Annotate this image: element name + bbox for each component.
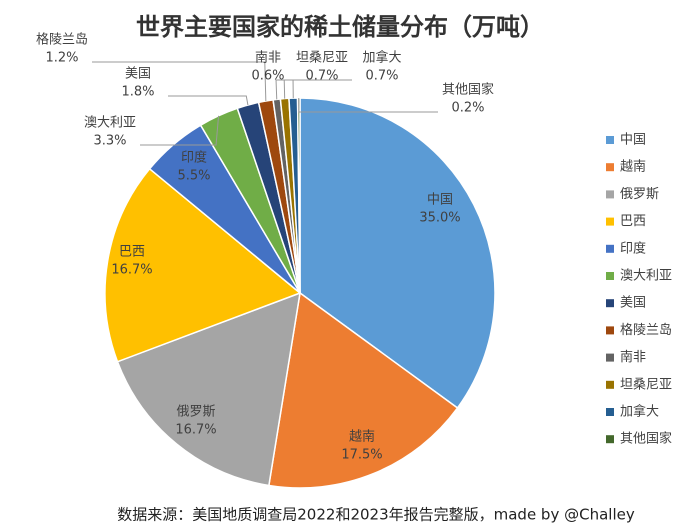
slice-value: 16.7% [111, 263, 152, 278]
legend-swatch [606, 217, 614, 226]
legend-label: 俄罗斯 [620, 187, 659, 202]
slice-value: 1.8% [121, 85, 154, 100]
leader-line [140, 115, 220, 146]
legend-label: 越南 [620, 159, 646, 175]
legend-swatch [606, 190, 614, 199]
slice-value: 16.7% [175, 423, 216, 438]
leader-line [168, 95, 249, 106]
slice-label: 俄罗斯 [176, 405, 215, 420]
legend-swatch [606, 163, 614, 172]
slice-label: 格陵兰岛 [36, 32, 88, 48]
pie-slice [296, 97, 301, 294]
slice-value: 3.3% [93, 134, 126, 149]
leader-line [292, 79, 352, 99]
slice-value: 0.7% [305, 69, 338, 84]
slice-label: 南非 [255, 50, 281, 66]
legend-label: 南非 [620, 349, 646, 365]
legend-label: 中国 [620, 133, 646, 148]
legend-swatch [606, 353, 614, 362]
legend-swatch [606, 435, 614, 444]
legend-swatch [606, 272, 614, 280]
legend-label: 格陵兰岛 [620, 322, 672, 338]
legend-swatch [606, 299, 614, 308]
legend-label: 澳大利亚 [620, 268, 672, 284]
legend-swatch [606, 326, 614, 335]
slice-label: 其他国家 [442, 82, 494, 98]
pie-slice [267, 291, 459, 489]
slice-label: 澳大利亚 [84, 115, 136, 131]
slice-label: 印度 [181, 150, 207, 166]
slice-value: 0.2% [451, 101, 484, 116]
slice-value: 0.7% [365, 69, 398, 84]
leader-line [283, 79, 292, 99]
leader-line [298, 98, 438, 113]
legend-swatch [606, 244, 614, 253]
slice-value: 1.2% [45, 51, 78, 66]
slice-value: 5.5% [177, 169, 210, 184]
pie-slice [299, 97, 496, 410]
slice-value: 0.6% [251, 69, 284, 84]
legend-label: 印度 [620, 240, 646, 256]
pie-slice [116, 291, 301, 487]
legend-label: 其他国家 [620, 431, 672, 447]
slice-value: 17.5% [341, 448, 382, 463]
source-note: 数据来源：美国地质调查局2022和2023年报告完整版，made by @Cha… [117, 506, 635, 524]
chart-title: 世界主要国家的稀土储量分布（万吨） [136, 13, 544, 41]
slice-label: 加拿大 [362, 50, 401, 66]
slice-label: 中国 [427, 193, 453, 208]
slice-value: 35.0% [419, 211, 460, 226]
legend-swatch [606, 380, 614, 389]
slice-label: 坦桑尼亚 [296, 51, 348, 66]
legend-label: 美国 [620, 296, 646, 311]
legend-swatch [606, 408, 614, 416]
legend-label: 加拿大 [620, 404, 659, 420]
slice-label: 越南 [349, 429, 375, 445]
legend-swatch [606, 136, 614, 144]
legend-label: 巴西 [620, 214, 646, 229]
legend-label: 坦桑尼亚 [620, 377, 672, 392]
leader-line [92, 61, 267, 102]
pie-slice [104, 167, 302, 363]
slice-label: 巴西 [119, 245, 145, 260]
slice-label: 美国 [125, 67, 151, 82]
